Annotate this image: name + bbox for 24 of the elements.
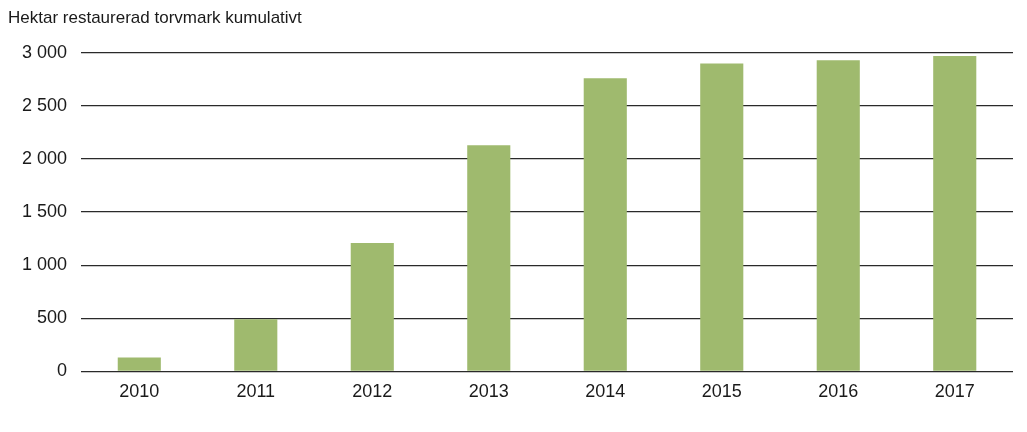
x-tick-label: 2013 bbox=[468, 381, 509, 402]
bar bbox=[350, 242, 394, 371]
bar bbox=[933, 55, 977, 371]
bar bbox=[583, 78, 627, 371]
y-tick-label: 2 000 bbox=[22, 147, 68, 168]
x-tick-label: 2011 bbox=[236, 381, 276, 402]
bar bbox=[816, 60, 860, 371]
bar bbox=[234, 319, 278, 371]
bar bbox=[467, 145, 511, 371]
bar bbox=[700, 63, 744, 371]
bar bbox=[117, 357, 161, 371]
y-axis-title: Hektar restaurerad torvmark kumulativt bbox=[8, 8, 303, 28]
y-tick-label: 0 bbox=[57, 360, 68, 381]
x-tick-label: 2012 bbox=[352, 381, 393, 402]
x-tick-label: 2014 bbox=[585, 381, 626, 402]
x-tick-label: 2017 bbox=[934, 381, 975, 402]
y-tick-label: 500 bbox=[37, 307, 68, 328]
y-tick-label: 3 000 bbox=[22, 41, 68, 62]
x-tick-label: 2010 bbox=[119, 381, 160, 402]
x-tick-label: 2016 bbox=[818, 381, 859, 402]
x-tick-label: 2015 bbox=[701, 381, 742, 402]
y-tick-label: 1 000 bbox=[22, 254, 68, 275]
y-tick-label: 2 500 bbox=[22, 94, 68, 115]
y-tick-label: 1 500 bbox=[22, 201, 68, 222]
